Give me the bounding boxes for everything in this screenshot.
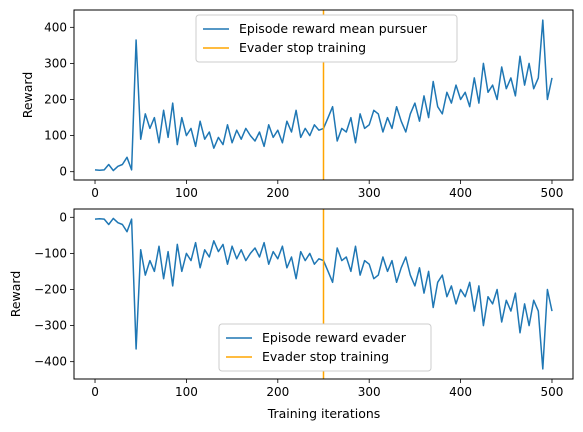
x-tick-label: 100 <box>175 186 198 200</box>
subplot-pursuer: 0 100 200 300 400 500 0 100 200 300 400 Reward Epi… <box>20 9 574 200</box>
x-tick-label: 0 <box>91 186 99 200</box>
x-tick-label: 500 <box>541 385 564 399</box>
subplot-evader: 0 100 200 300 400 500 0 −100 −200 −300 −400 Reward… <box>8 208 574 421</box>
y-tick-label: 100 <box>44 129 67 143</box>
legend-entry-vline: Evader stop training <box>262 349 389 364</box>
y-tick-label: −200 <box>34 282 67 296</box>
y-axis-label: Reward <box>20 72 35 119</box>
x-tick-label: 300 <box>358 385 381 399</box>
y-tick-label: 0 <box>59 210 67 224</box>
legend-entry-vline: Evader stop training <box>239 40 366 55</box>
legend-box <box>195 14 458 63</box>
x-tick-label: 200 <box>266 385 289 399</box>
x-tick-label: 100 <box>175 385 198 399</box>
legend-entry-series: Episode reward evader <box>262 330 407 345</box>
y-tick-label: 400 <box>44 20 67 34</box>
y-tick-label: 200 <box>44 93 67 107</box>
y-tick-label: 300 <box>44 56 67 70</box>
x-tick-label: 400 <box>449 385 472 399</box>
x-tick-label: 0 <box>91 385 99 399</box>
y-axis-label: Reward <box>8 271 23 318</box>
x-tick-label: 500 <box>541 186 564 200</box>
y-tick-label: 0 <box>59 165 67 179</box>
axes-frame <box>73 208 574 380</box>
y-tick-label: −100 <box>34 246 67 260</box>
x-tick-label: 400 <box>449 186 472 200</box>
legend-box <box>218 323 432 372</box>
legend: Episode reward mean pursuer Evader stop … <box>195 14 458 63</box>
x-axis-label: Training iterations <box>267 406 381 421</box>
axes-frame <box>73 9 574 181</box>
legend: Episode reward evader Evader stop traini… <box>218 323 432 372</box>
x-tick-label: 300 <box>358 186 381 200</box>
y-tick-label: −400 <box>34 355 67 369</box>
y-tick-label: −300 <box>34 319 67 333</box>
x-tick-label: 200 <box>266 186 289 200</box>
legend-entry-series: Episode reward mean pursuer <box>239 21 428 36</box>
